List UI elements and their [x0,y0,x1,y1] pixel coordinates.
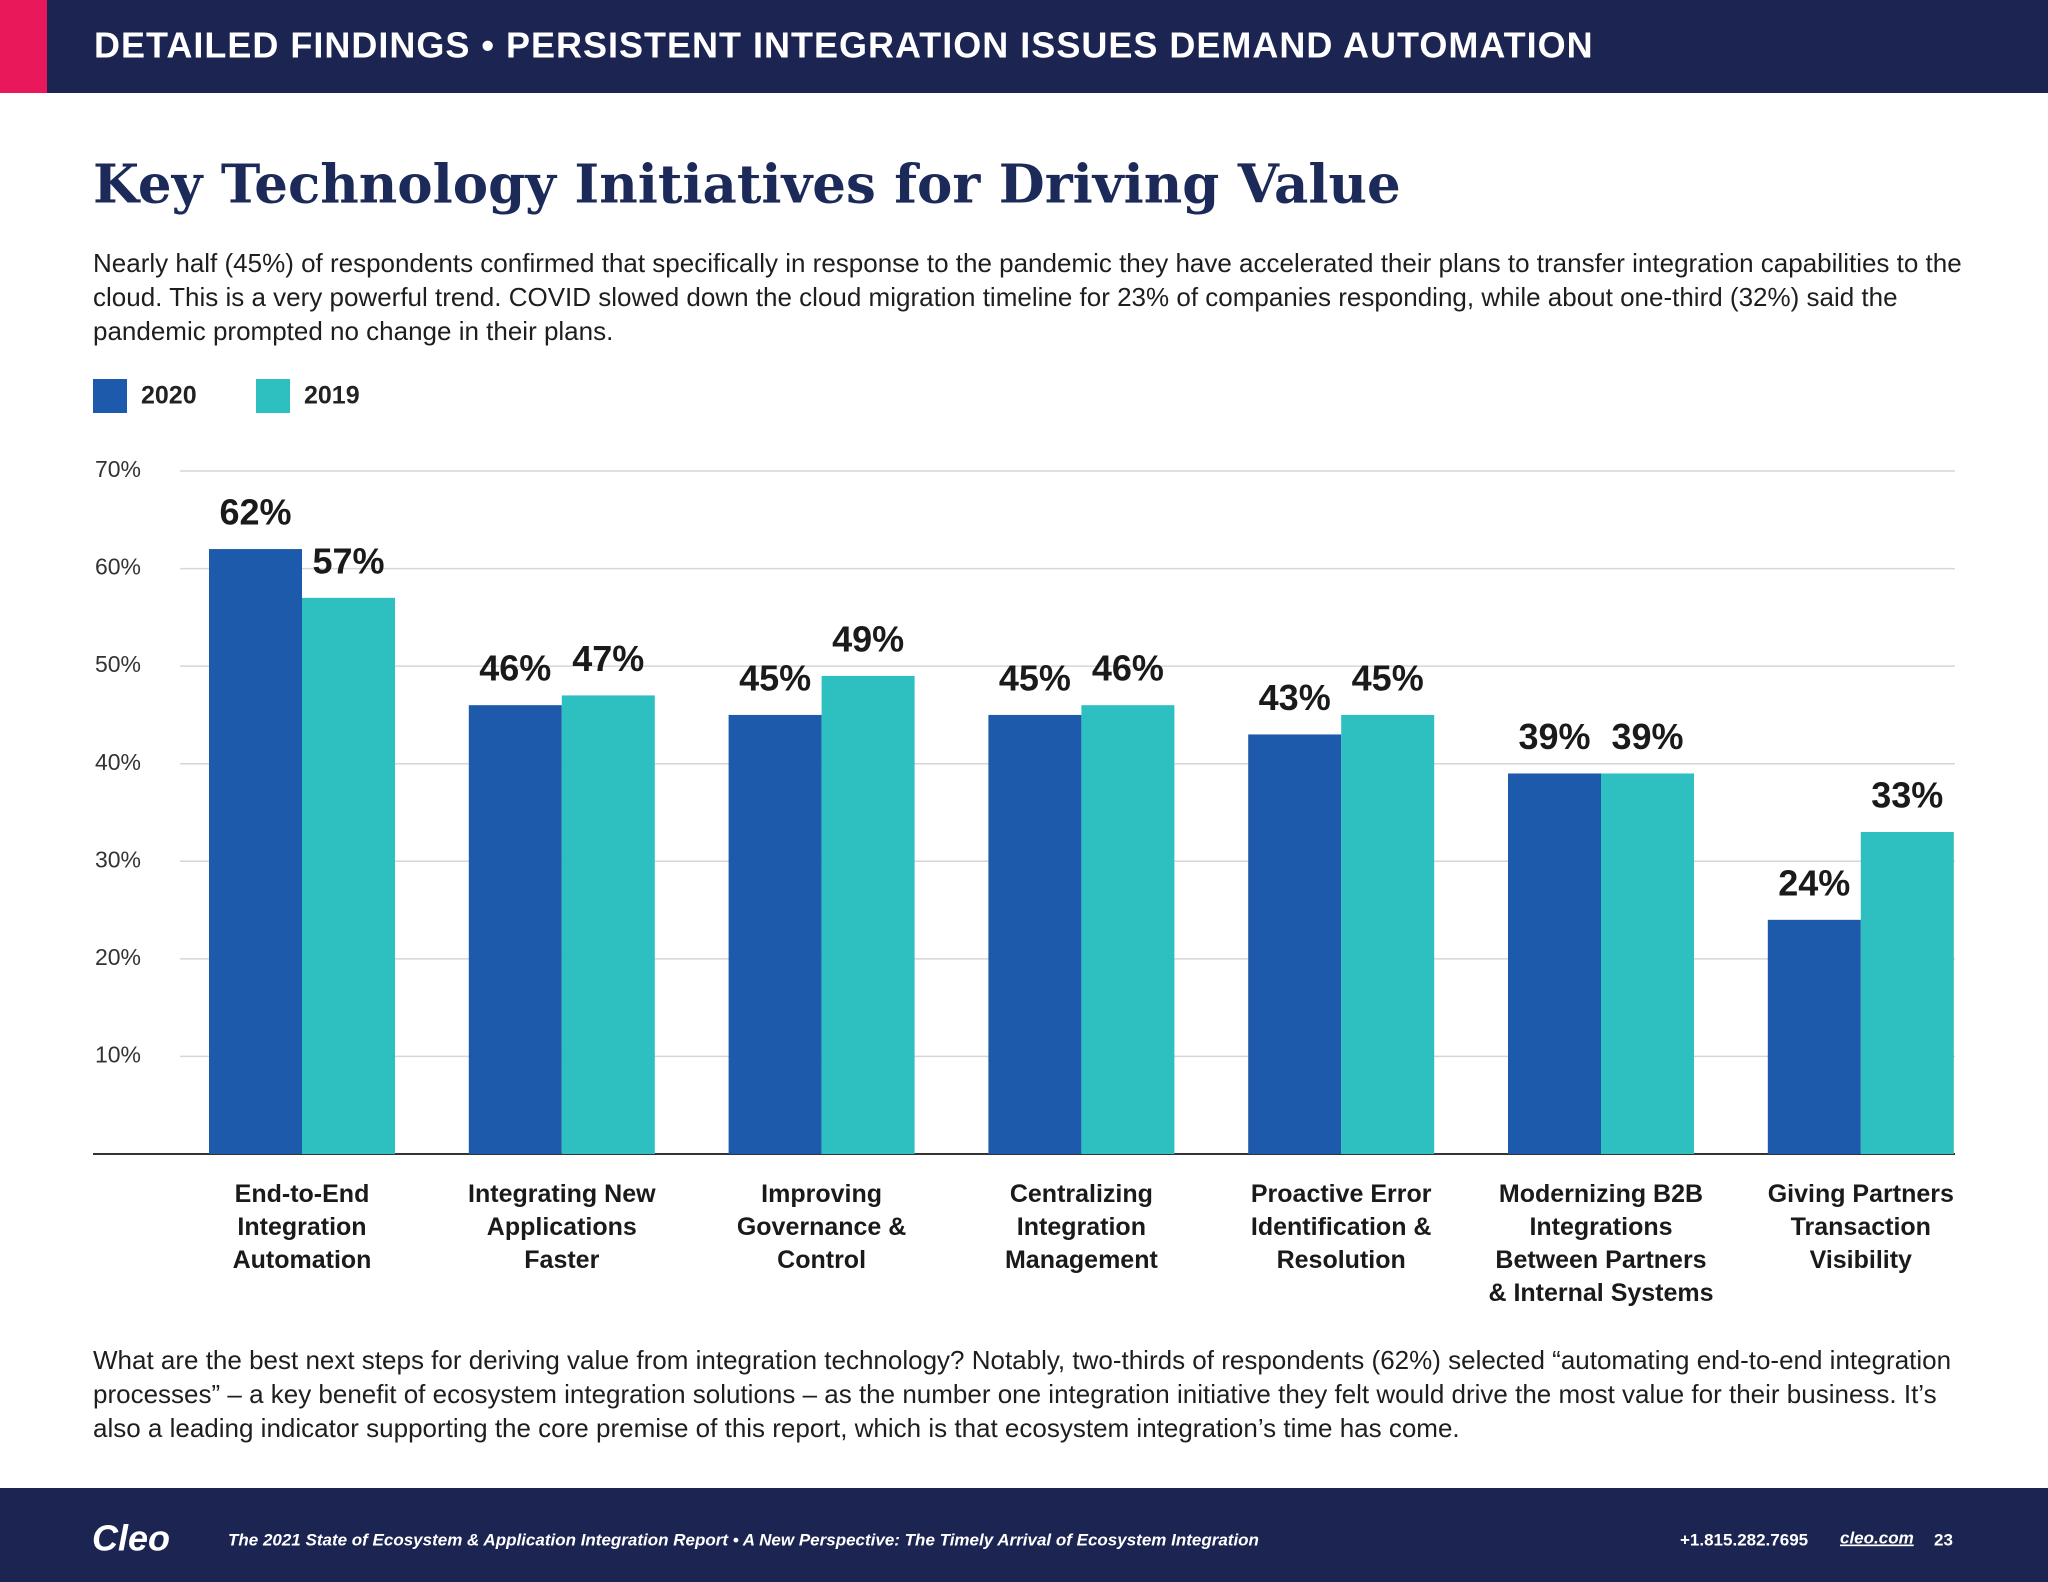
value-label: 46% [1092,648,1164,689]
header-bar [0,0,2048,93]
bar [561,695,655,1154]
legend-label: 2019 [304,382,360,410]
bar [728,714,822,1154]
y-tick-label: 70% [95,456,141,482]
x-tick-label: Giving Partners Transaction Visibility [1767,1180,1954,1274]
header-section: DETAILED FINDINGS • PERSISTENT INTEGRATI… [94,25,1594,66]
footer-page: 23 [1934,1530,1953,1549]
bar [1767,919,1861,1154]
value-label: 62% [219,492,291,533]
x-tick-label: Centralizing Integration Management [1004,1180,1158,1274]
header-accent [0,0,47,93]
bar [1081,705,1175,1154]
value-label: 49% [832,618,904,659]
legend-swatch [93,379,127,413]
bar [1508,773,1601,1154]
bar [468,705,562,1154]
value-label: 45% [739,657,811,698]
bar [209,549,302,1154]
value-label: 47% [572,638,644,679]
footer-bar [0,1488,2048,1582]
footer-logo: Cleo [92,1518,170,1559]
bar [302,597,395,1154]
x-tick-label: Improving Governance & Control [736,1180,907,1274]
y-tick-label: 40% [95,749,141,775]
value-label: 24% [1778,862,1850,903]
legend-label: 2020 [141,382,197,410]
conclusion-paragraph: What are the best next steps for derivin… [93,1345,1952,1443]
footer-site[interactable]: cleo.com [1840,1528,1914,1547]
intro-paragraph: Nearly half (45%) of respondents confirm… [93,248,1962,346]
footer-phone: +1.815.282.7695 [1680,1530,1808,1549]
x-tick-label: Integrating New Applications Faster [468,1180,656,1274]
value-label: 39% [1518,716,1590,757]
value-label: 43% [1259,677,1331,718]
value-label: 45% [999,657,1071,698]
x-tick-label: Proactive Error Identification & Resolut… [1250,1180,1432,1274]
bar [1860,832,1954,1154]
legend-swatch [256,379,290,413]
page-title: Key Technology Initiatives for Driving V… [93,154,1401,216]
value-label: 57% [312,540,384,581]
y-tick-label: 20% [95,944,141,970]
value-label: 45% [1352,657,1424,698]
footer-report: The 2021 State of Ecosystem & Applicatio… [228,1530,1259,1549]
x-tick-label: End-to-End Integration Automation [232,1180,372,1274]
bar [1341,714,1435,1154]
value-label: 46% [479,648,551,689]
bar [821,675,915,1154]
value-label: 33% [1871,775,1943,816]
bar [1601,773,1694,1154]
y-tick-label: 30% [95,846,141,872]
value-label: 39% [1611,716,1683,757]
y-tick-label: 60% [95,554,141,580]
y-tick-label: 10% [95,1042,141,1068]
bar [988,714,1082,1154]
bar [1248,734,1342,1154]
y-tick-label: 50% [95,651,141,677]
x-tick-label: Modernizing B2B Integrations Between Par… [1488,1180,1714,1307]
